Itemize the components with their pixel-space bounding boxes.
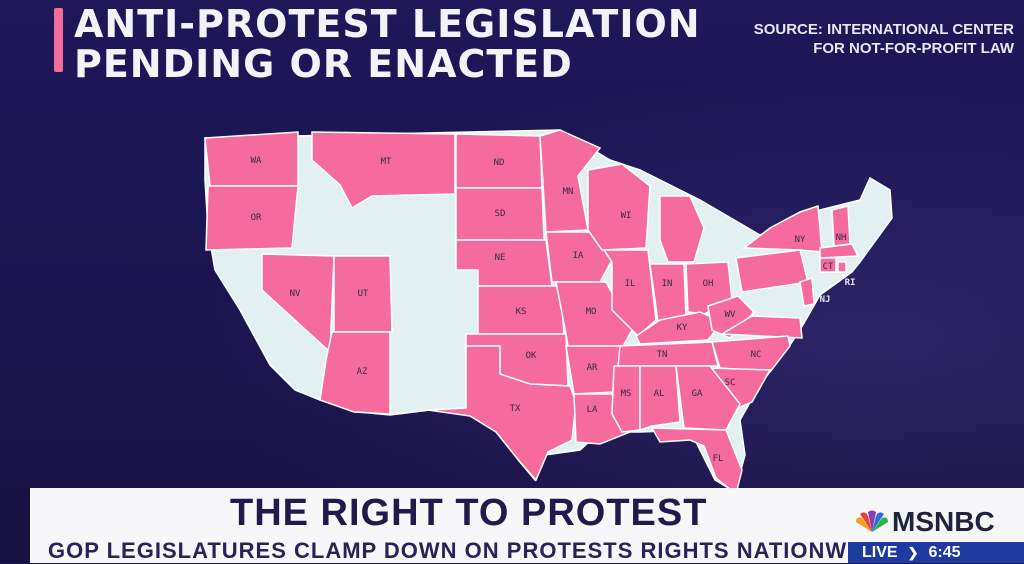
live-time: 6:45 (928, 543, 961, 561)
live-indicator: LIVE ❯ 6:45 (848, 542, 1024, 563)
label-AR: AR (587, 363, 598, 373)
label-MO: MO (586, 307, 597, 317)
state-labels: WA OR MT ND SD NE KS OK TX MN IA MO AR L… (251, 156, 856, 464)
label-AZ: AZ (357, 367, 368, 377)
label-WV: WV (725, 310, 736, 320)
label-WA: WA (251, 156, 262, 166)
network-logo: MSNBC (854, 506, 995, 538)
state-NH (831, 205, 851, 247)
label-AL: AL (654, 389, 665, 399)
label-LA: LA (587, 405, 598, 415)
source-credit: SOURCE: INTERNATIONAL CENTER FOR NOT-FOR… (754, 20, 1014, 58)
state-UT (333, 255, 393, 333)
label-MN: MN (563, 187, 574, 197)
label-TX: TX (510, 404, 521, 414)
label-GA: GA (692, 389, 703, 399)
network-name: MSNBC (892, 506, 995, 537)
label-MS: MS (621, 389, 632, 399)
label-NC: NC (751, 350, 762, 360)
label-ND: ND (494, 158, 505, 168)
title-line-2: PENDING OR ENACTED (74, 42, 573, 86)
label-OR: OR (251, 213, 262, 223)
state-MI (659, 195, 705, 263)
label-UT: UT (358, 289, 369, 299)
title-line-1: ANTI-PROTEST LEGISLATION (74, 2, 701, 46)
label-WI: WI (621, 211, 632, 221)
title-accent-bar (54, 8, 63, 72)
state-TX (427, 345, 577, 482)
label-KY: KY (677, 323, 688, 333)
state-AZ (319, 331, 391, 415)
label-SD: SD (495, 209, 506, 219)
state-AL (639, 365, 681, 432)
label-IA: IA (573, 251, 584, 261)
label-IN: IN (662, 279, 673, 289)
label-SC: SC (725, 378, 736, 388)
source-line-2: FOR NOT-FOR-PROFIT LAW (813, 40, 1014, 57)
state-NJ (799, 276, 815, 307)
label-RI: RI (845, 278, 856, 288)
label-KS: KS (516, 307, 527, 317)
lower-third-subhead: GOP LEGISLATURES CLAMP DOWN ON PROTESTS … (48, 538, 887, 563)
label-NJ: NJ (820, 295, 831, 305)
chevron-right-icon: ❯ (907, 544, 919, 560)
state-NC (711, 335, 791, 373)
state-MS (611, 365, 641, 433)
peacock-icon (856, 510, 888, 532)
state-OR (205, 185, 299, 251)
label-MT: MT (381, 157, 392, 167)
label-NH: NH (836, 233, 847, 243)
state-NY (741, 204, 823, 253)
state-RI (837, 261, 847, 273)
label-FL: FL (713, 454, 724, 464)
source-line-1: SOURCE: INTERNATIONAL CENTER (753, 21, 1014, 38)
label-NY: NY (795, 235, 806, 245)
live-label: LIVE (862, 543, 898, 561)
label-OK: OK (526, 351, 537, 361)
state-group (204, 129, 860, 496)
label-TN: TN (657, 350, 668, 360)
label-OH: OH (703, 279, 714, 289)
state-MT (311, 131, 456, 210)
map-title: ANTI-PROTEST LEGISLATION PENDING OR ENAC… (74, 4, 701, 84)
label-NV: NV (290, 289, 301, 299)
state-GA (675, 365, 741, 431)
label-IL: IL (625, 279, 636, 289)
lower-third-headline: THE RIGHT TO PROTEST (230, 492, 708, 534)
state-TN (617, 341, 719, 367)
state-WI (587, 163, 651, 251)
label-CT: CT (823, 262, 834, 272)
state-FL (650, 427, 743, 496)
label-NE: NE (495, 253, 506, 263)
